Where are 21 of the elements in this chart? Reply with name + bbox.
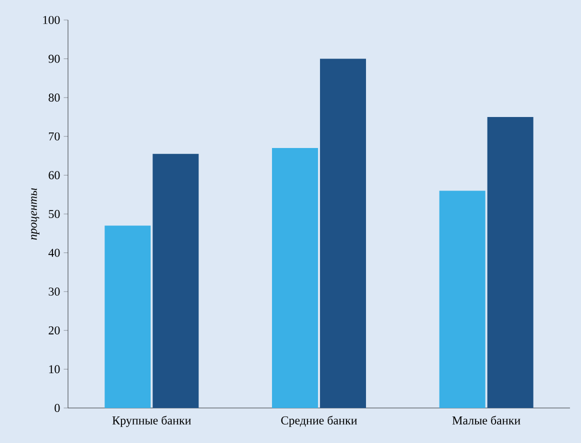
bar	[272, 148, 318, 408]
bar	[104, 226, 151, 408]
y-tick-label: 90	[48, 54, 60, 63]
y-tick-label: 30	[48, 288, 60, 296]
x-tick-label: Средние банки	[281, 416, 357, 427]
y-tick-label: 50	[48, 210, 60, 218]
y-tick-label: 20	[48, 326, 60, 334]
y-tick-label: 70	[48, 132, 60, 140]
bar	[439, 190, 486, 408]
bar	[487, 116, 534, 408]
y-tick-label: 60	[48, 171, 60, 180]
bar	[320, 58, 366, 408]
y-tick-label: 0	[54, 404, 60, 412]
y-axis-title: проценты	[31, 188, 40, 240]
y-tick-label: 40	[48, 248, 60, 257]
bar	[152, 154, 199, 408]
y-tick-label: 100	[43, 16, 60, 24]
x-tick-label: Малые банки	[452, 416, 520, 424]
x-tick-label: Крупные банки	[112, 416, 191, 427]
y-tick-label: 10	[49, 365, 60, 374]
y-tick-label: 80	[48, 94, 60, 102]
